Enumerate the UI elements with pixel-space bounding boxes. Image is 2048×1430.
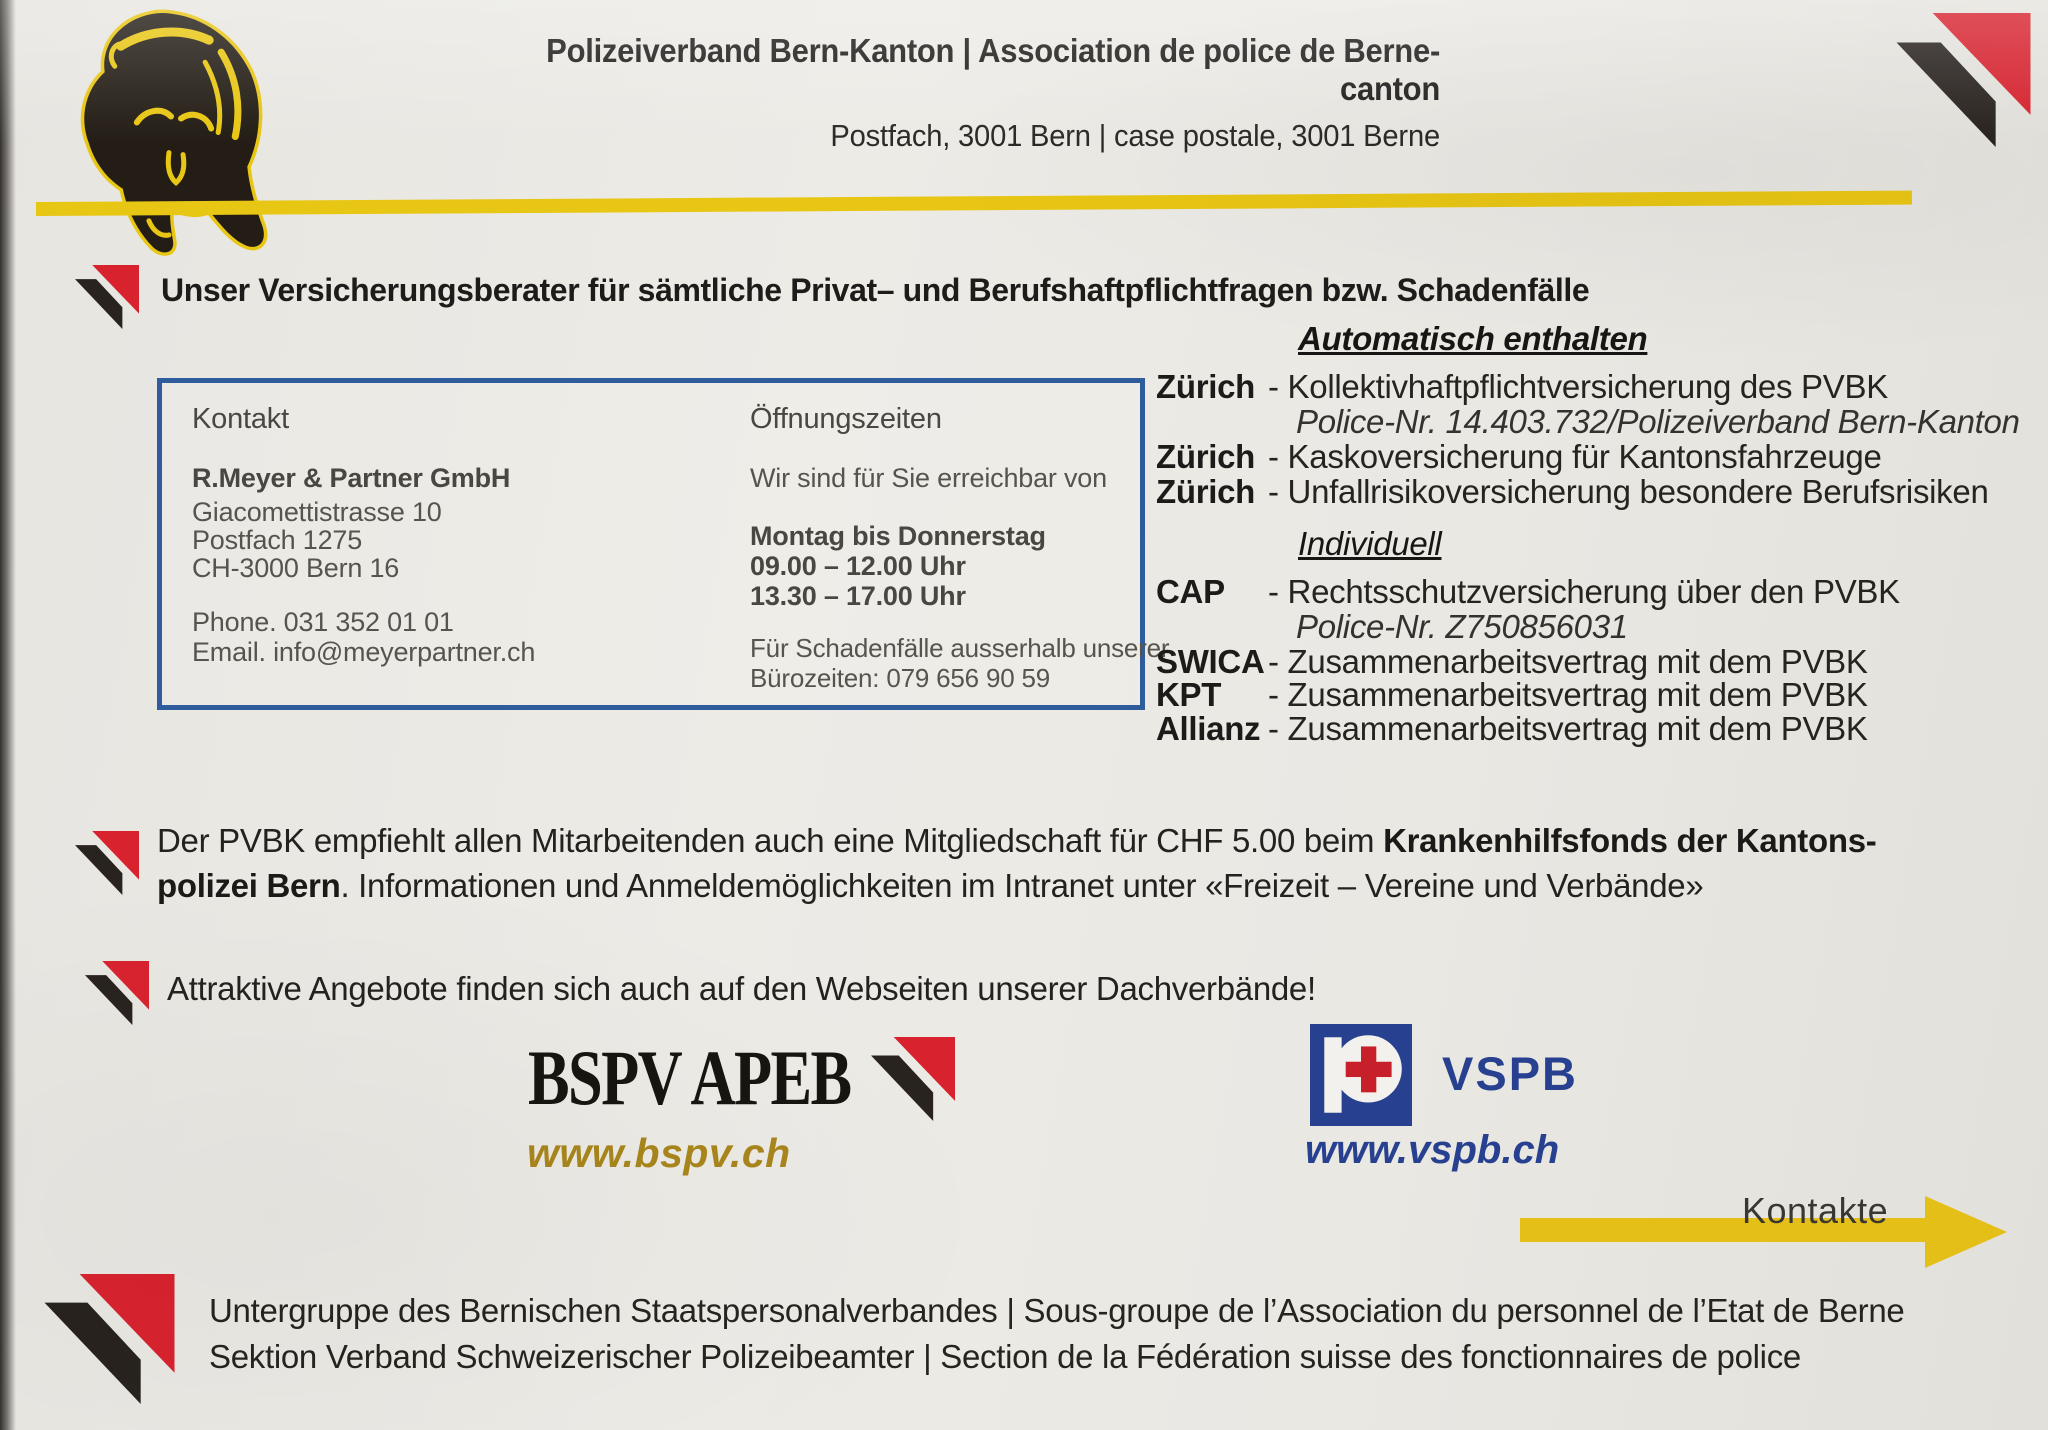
bspv-logo-mark-icon	[871, 1026, 955, 1132]
contact-title: Kontakt	[192, 403, 289, 435]
insurance-text: - Kollektivhaftpflichtversicherung des P…	[1268, 368, 1888, 405]
insurer-name: Zürich	[1156, 438, 1256, 475]
insurance-row: Zürich - Kollektivhaftpflichtversicherun…	[1156, 368, 1888, 406]
membership-line2: . Informationen und Anmeldemöglichkeiten…	[340, 867, 1704, 904]
bspv-logo: BSPV APEB	[528, 1026, 955, 1132]
header: Polizeiverband Bern-Kanton | Association…	[491, 32, 1440, 154]
insurance-row: SWICA - Zusammenarbeitsvertrag mit dem P…	[1156, 643, 1868, 681]
membership-line2-bold: polizei Bern	[157, 867, 341, 904]
footer: Untergruppe des Bernischen Staatspersona…	[42, 1274, 1905, 1404]
policy-number-note: Police-Nr. Z750856031	[1296, 608, 1628, 645]
advisor-section: Unser Versicherungsberater für sämtliche…	[75, 262, 1590, 332]
section-marker-icon	[75, 262, 139, 332]
bspv-logo-text: BSPV APEB	[528, 1034, 852, 1121]
insurance-text: - Zusammenarbeitsvertrag mit dem PVBK	[1268, 643, 1868, 680]
insurance-row: CAP - Rechtsschutzversicherung über den …	[1156, 573, 1900, 611]
membership-line1: Der PVBK empfiehlt allen Mitarbeitenden …	[157, 822, 1375, 859]
opening-hours-intro: Wir sind für Sie erreichbar von	[750, 463, 1107, 493]
opening-hours-title: Öffnungszeiten	[750, 403, 942, 435]
insurance-row: Allianz - Zusammenarbeitsvertrag mit dem…	[1156, 710, 1868, 748]
insurance-text: - Kaskoversicherung für Kantonsfahrzeuge	[1268, 438, 1882, 475]
membership-paragraph: Der PVBK empfiehlt allen Mitarbeitenden …	[75, 818, 1877, 908]
yellow-divider-line	[35, 190, 1913, 216]
insurance-text: - Rechtsschutzversicherung über den PVBK	[1268, 573, 1900, 610]
after-hours-line1: Für Schadenfälle ausserhalb unserer	[750, 633, 1170, 663]
vspb-logo-icon	[1310, 1024, 1412, 1126]
auto-included-title: Automatisch enthalten	[1298, 320, 1648, 357]
insurer-name: SWICA	[1156, 643, 1265, 680]
offers-text: Attraktive Angebote finden sich auch auf…	[167, 970, 1316, 1007]
header-title: Polizeiverband Bern-Kanton | Association…	[546, 32, 1440, 107]
insurance-row: Zürich - Unfallrisikoversicherung besond…	[1156, 473, 1989, 511]
kontakte-arrow-icon	[1520, 1196, 2007, 1268]
advisor-heading: Unser Versicherungsberater für sämtliche…	[161, 272, 1590, 308]
bspv-url-link[interactable]: www.bspv.ch	[527, 1130, 791, 1176]
footer-text: Untergruppe des Bernischen Staatspersona…	[209, 1288, 1905, 1380]
insurance-text: - Zusammenarbeitsvertrag mit dem PVBK	[1268, 676, 1868, 713]
section-marker-icon	[75, 828, 139, 898]
vspb-logo-text: VSPB	[1442, 1047, 1578, 1100]
contact-street: Giacomettistrasse 10	[192, 497, 442, 527]
offers-paragraph: Attraktive Angebote finden sich auch auf…	[85, 958, 1316, 1028]
header-subtitle: Postfach, 3001 Bern | case postale, 3001…	[830, 118, 1440, 153]
kontakte-label: Kontakte	[1742, 1190, 1889, 1231]
insurance-text: - Unfallrisikoversicherung besondere Ber…	[1268, 473, 1989, 510]
contact-company: R.Meyer & Partner GmbH	[192, 463, 511, 493]
vspb-url-link[interactable]: www.vspb.ch	[1305, 1128, 1560, 1172]
insurance-row: Zürich - Kaskoversicherung für Kantonsfa…	[1156, 438, 1882, 476]
insurer-name: KPT	[1156, 676, 1222, 713]
pvbk-footer-mark-icon	[42, 1274, 177, 1404]
insurer-name: CAP	[1156, 573, 1225, 610]
contact-city: CH-3000 Bern 16	[192, 553, 400, 583]
insurance-row: KPT - Zusammenarbeitsvertrag mit dem PVB…	[1156, 676, 1868, 714]
policy-number-note: Police-Nr. 14.403.732/Polizeiverband Ber…	[1296, 403, 2020, 440]
insurer-name: Allianz	[1156, 710, 1261, 747]
insurer-name: Zürich	[1156, 368, 1256, 405]
footer-line1: Untergruppe des Bernischen Staatspersona…	[209, 1292, 1905, 1329]
membership-line1-bold: Krankenhilfsfonds der Kantons-	[1383, 822, 1877, 859]
contact-box: Kontakt R.Meyer & Partner GmbH Giacomett…	[157, 378, 1170, 710]
opening-hours-morning: 09.00 – 12.00 Uhr	[750, 551, 966, 581]
scan-edge	[0, 0, 16, 1430]
contact-pobox: Postfach 1275	[192, 525, 363, 555]
contact-phone: Phone. 031 352 01 01	[192, 607, 454, 637]
opening-hours-days: Montag bis Donnerstag	[750, 521, 1046, 551]
section-marker-icon	[85, 958, 149, 1028]
bear-logo-icon	[80, 9, 268, 256]
individual-title: Individuell	[1298, 525, 1442, 562]
after-hours-line2: Bürozeiten: 079 656 90 59	[750, 663, 1051, 693]
pvbk-corner-mark-icon	[1892, 13, 2035, 147]
insurance-text: - Zusammenarbeitsvertrag mit dem PVBK	[1268, 710, 1868, 747]
membership-text: Der PVBK empfiehlt allen Mitarbeitenden …	[157, 818, 1877, 908]
insurer-name: Zürich	[1156, 473, 1256, 510]
opening-hours-afternoon: 13.30 – 17.00 Uhr	[750, 581, 966, 611]
footer-line2: Sektion Verband Schweizerischer Polizeib…	[209, 1338, 1801, 1375]
contact-email[interactable]: Email. info@meyerpartner.ch	[192, 637, 536, 667]
